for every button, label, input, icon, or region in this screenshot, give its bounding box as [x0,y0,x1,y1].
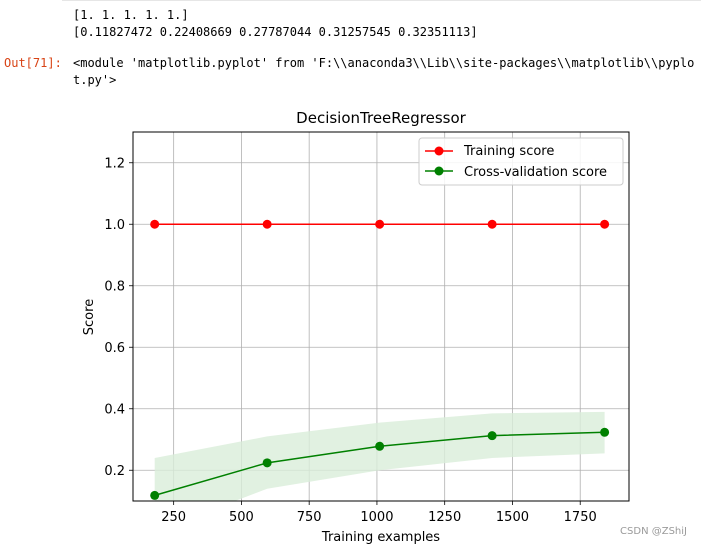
x-tick-label: 1500 [496,510,529,525]
legend-label-cv: Cross-validation score [464,165,607,180]
data-point-0 [487,219,497,229]
y-tick-label: 1.2 [104,156,125,171]
chart-title: DecisionTreeRegressor [296,109,466,127]
x-tick-label: 1000 [360,510,393,525]
x-tick-label: 1750 [564,510,597,525]
data-point-0 [600,219,610,229]
data-point-1 [262,458,272,468]
y-tick-label: 0.2 [104,464,125,479]
y-tick-label: 0.4 [104,402,125,417]
x-tick-label: 500 [229,510,254,525]
y-tick-label: 0.6 [104,341,125,356]
x-tick-label: 750 [297,510,322,525]
data-point-0 [262,219,272,229]
x-axis-label: Training examples [321,530,440,545]
out-prompt: Out[71]: [4,56,62,70]
y-tick-label: 0.8 [104,279,125,294]
series-markers [150,219,610,500]
x-tick-label: 1250 [428,510,461,525]
data-point-1 [487,431,497,441]
stdout-line: [1. 1. 1. 1. 1.] [73,8,189,22]
data-point-1 [600,427,610,437]
output-text: t.py'> [73,73,117,87]
y-axis-label: Score [82,299,97,335]
y-axis-ticks: 0.2 0.4 0.6 0.8 1.0 1.2 [104,156,133,479]
x-axis-ticks: 250 500 750 1000 1250 1500 1750 [161,501,597,525]
data-point-0 [150,219,160,229]
legend-box [418,137,624,186]
legend-marker-cv [434,166,444,176]
data-point-1 [150,490,160,500]
y-tick-label: 1.0 [104,218,125,233]
output-text: <module 'matplotlib.pyplot' from 'F:\\an… [73,56,695,70]
legend: Training score Cross-validation score [418,137,624,186]
x-tick-label: 250 [161,510,186,525]
cell-divider [62,0,701,1]
legend-label-training: Training score [463,144,554,159]
data-point-0 [375,219,385,229]
stdout-line: [0.11827472 0.22408669 0.27787044 0.3125… [73,25,478,39]
data-point-1 [375,441,385,451]
plot-frame [132,131,630,502]
legend-marker-training [434,146,444,156]
watermark: CSDN @ZShiJ [620,526,687,537]
